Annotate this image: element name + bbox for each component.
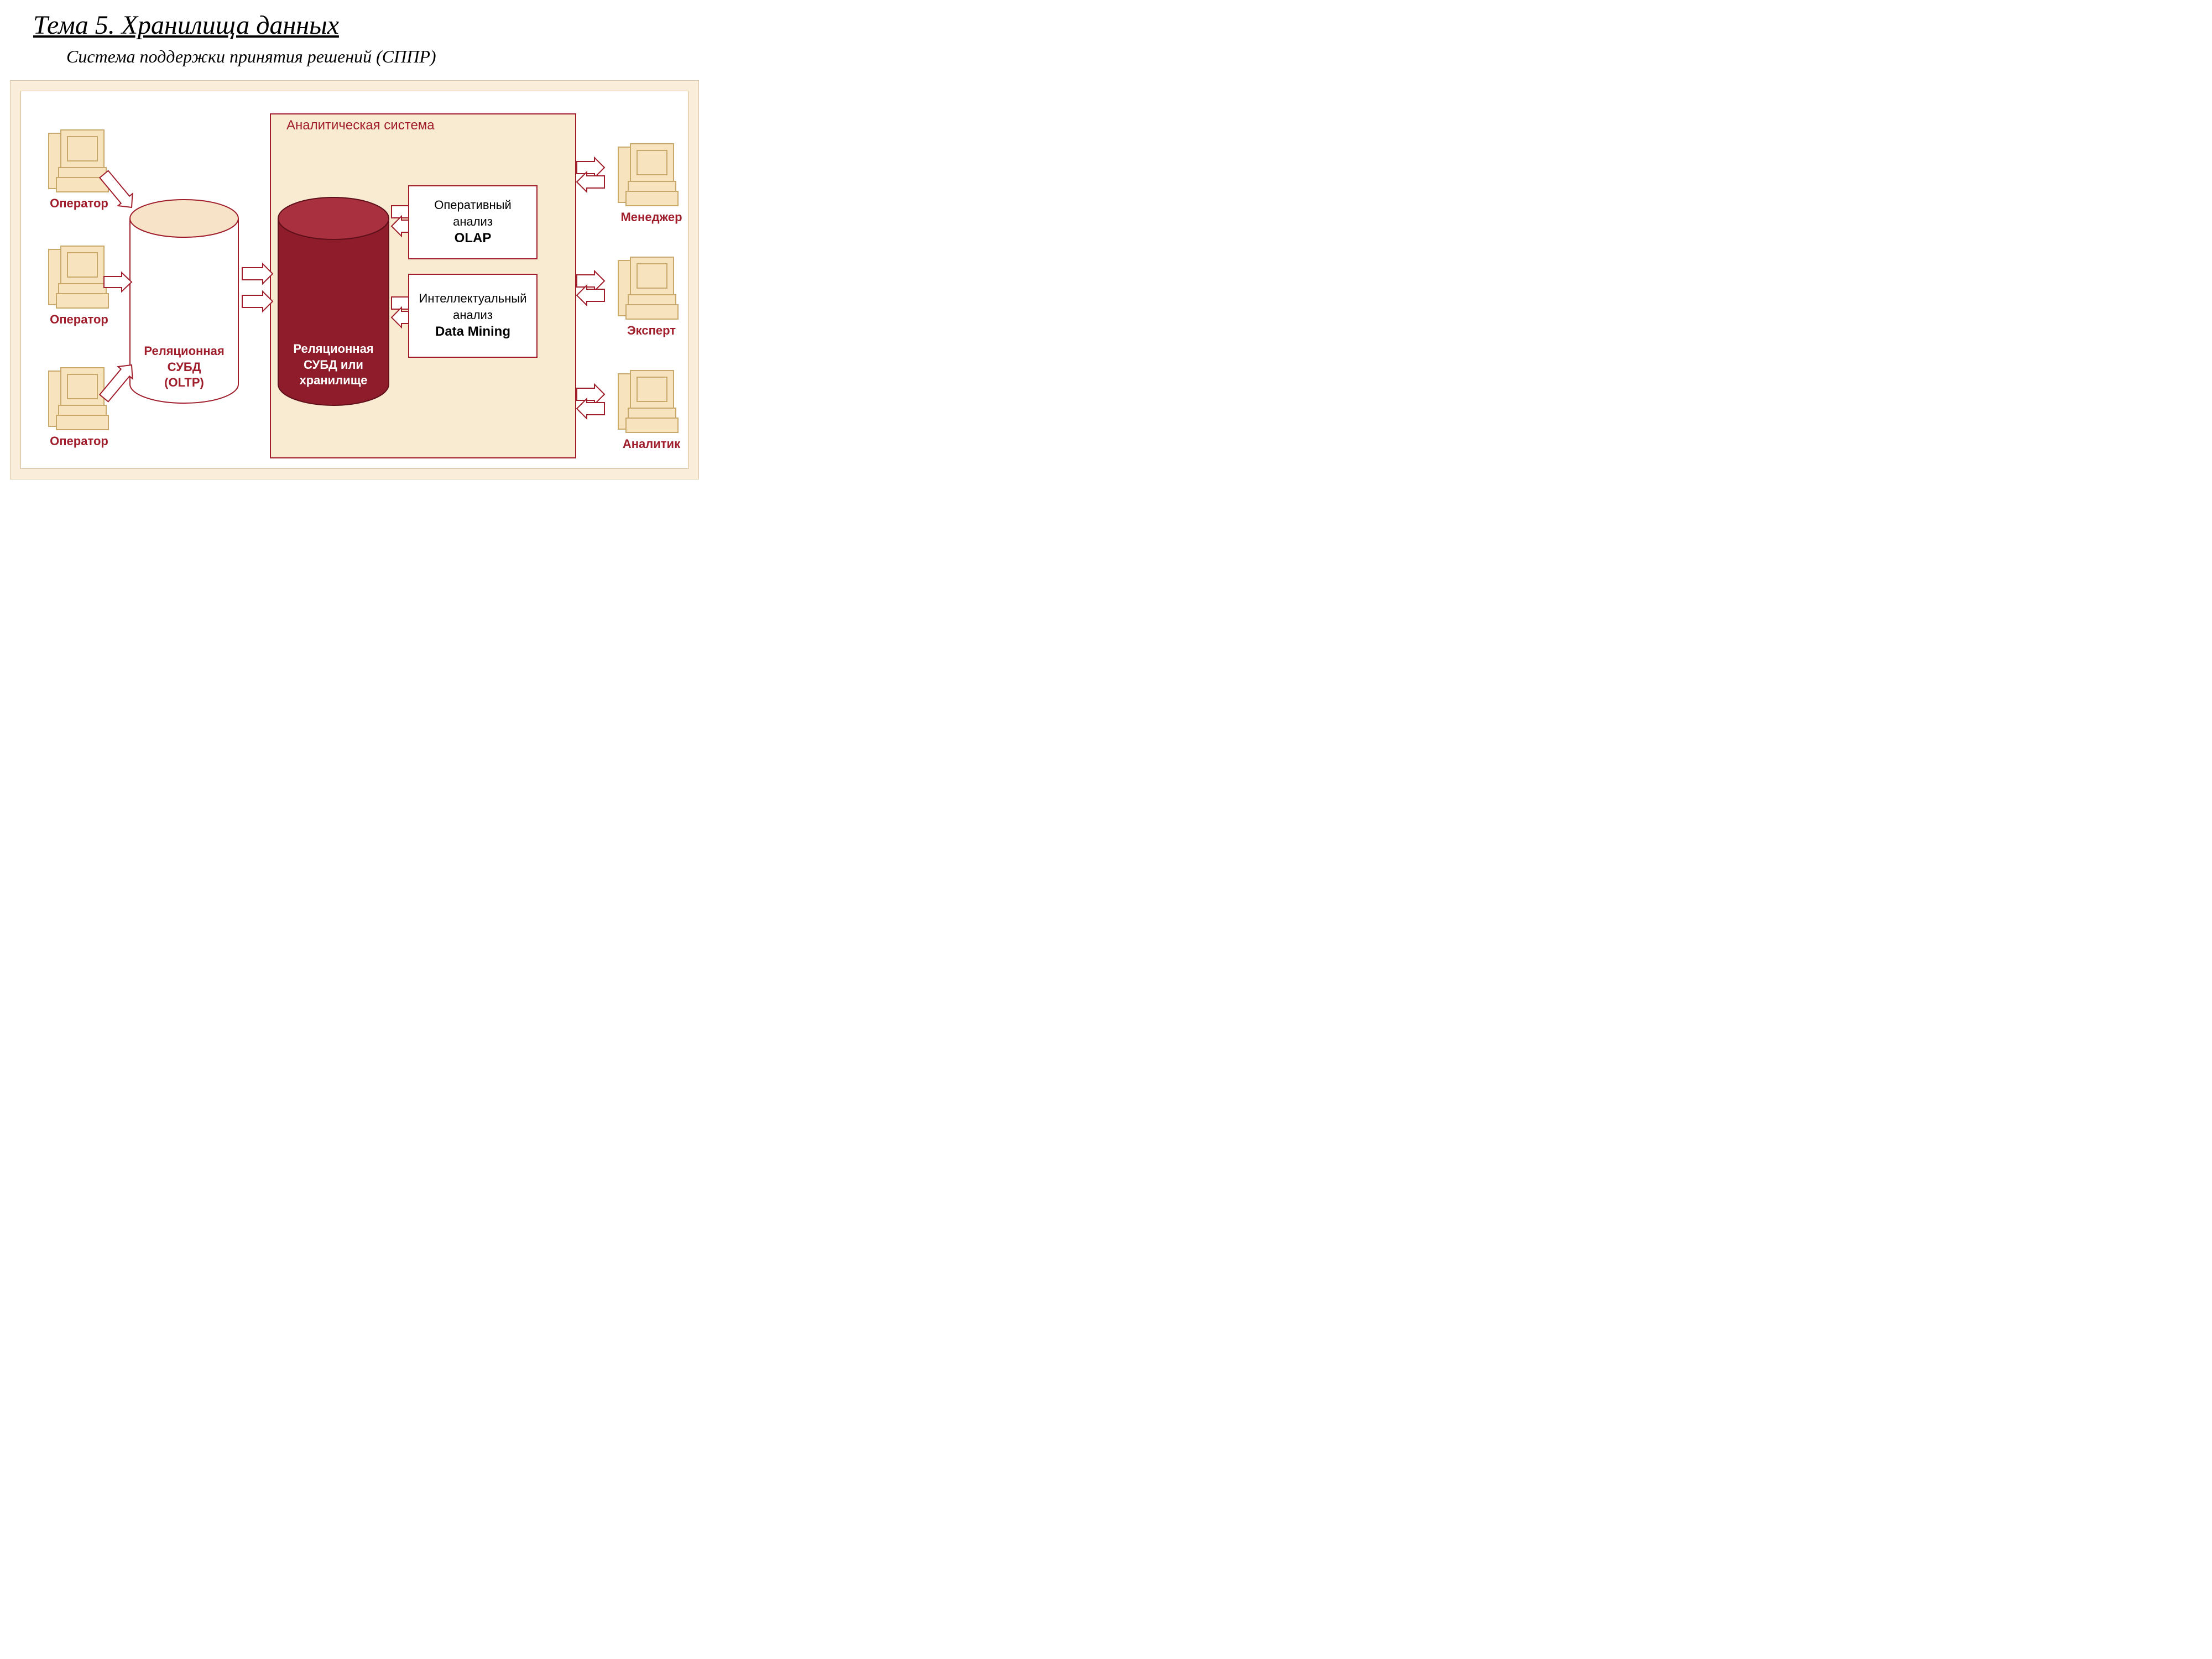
dw-l3: хранилище: [299, 373, 367, 387]
expert-label: Эксперт: [613, 324, 690, 338]
olap-l3: OLAP: [409, 229, 536, 247]
datamining-box: Интеллектуальный анализ Data Mining: [408, 274, 538, 358]
diagram-canvas: Аналитическая система Реляционная СУБД (…: [10, 80, 699, 479]
page-title: Тема 5. Хранилища данных: [33, 10, 339, 40]
dm-l3: Data Mining: [409, 323, 536, 341]
olap-l1: Оперативный: [409, 197, 536, 213]
dw-l2: СУБД или: [304, 358, 363, 372]
diagram-inner: Аналитическая система Реляционная СУБД (…: [20, 91, 688, 469]
operator-label-2: Оператор: [43, 312, 115, 327]
diagram-svg: [21, 91, 688, 468]
oltp-db-label: Реляционная СУБД (OLTP): [129, 343, 239, 391]
dw-l1: Реляционная: [293, 342, 373, 356]
oltp-l2: СУБД: [168, 360, 201, 374]
olap-l2: анализ: [409, 213, 536, 230]
page-subtitle: Система поддержки принятия решений (СППР…: [66, 46, 436, 67]
oltp-l1: Реляционная: [144, 344, 224, 358]
dm-l2: анализ: [409, 307, 536, 324]
olap-box: Оперативный анализ OLAP: [408, 185, 538, 259]
dm-l1: Интеллектуальный: [409, 290, 536, 307]
dw-db-label: Реляционная СУБД или хранилище: [278, 341, 389, 389]
slide: Тема 5. Хранилища данных Система поддерж…: [0, 0, 708, 531]
oltp-l3: (OLTP): [164, 375, 204, 389]
operator-label-1: Оператор: [43, 196, 115, 211]
analyst-label: Аналитик: [613, 437, 690, 451]
operator-label-3: Оператор: [43, 434, 115, 448]
manager-label: Менеджер: [613, 210, 690, 225]
